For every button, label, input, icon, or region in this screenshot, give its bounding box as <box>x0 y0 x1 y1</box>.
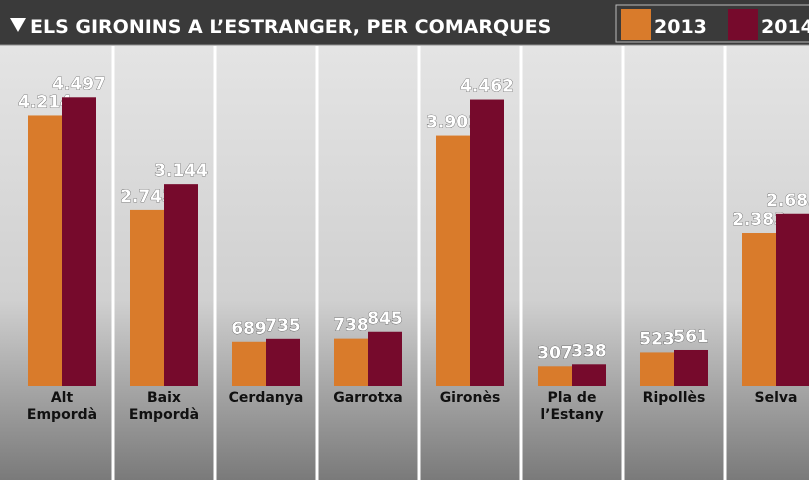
x-tick-label: Selva <box>754 390 798 406</box>
value-label: 2.683 <box>766 191 809 211</box>
value-label: 4.214 <box>18 92 72 112</box>
legend-swatch <box>621 9 651 40</box>
x-tick-label: Alt Empordà <box>26 390 98 423</box>
x-tick-label: Gironès <box>439 390 501 406</box>
x-tick-label: Ripollès <box>642 390 706 406</box>
bar <box>742 233 776 386</box>
bar <box>572 364 606 386</box>
value-label: 2.383 <box>732 210 786 230</box>
value-label: 4.462 <box>460 77 514 97</box>
value-label: 738 <box>333 316 369 336</box>
bar <box>470 99 504 386</box>
bar <box>266 338 300 386</box>
legend-swatch <box>728 9 758 40</box>
chart-title: ELS GIRONINS A L’ESTRANGER, PER COMARQUE… <box>30 16 551 38</box>
value-label: 3.901 <box>426 113 480 133</box>
bar <box>640 352 674 386</box>
bar <box>232 341 266 386</box>
x-tick-label: Cerdanya <box>228 390 304 406</box>
legend-label: 2013 <box>654 16 707 38</box>
title-arrow <box>10 18 26 32</box>
value-label: 307 <box>537 343 573 363</box>
value-label: 845 <box>367 309 403 329</box>
bar <box>368 331 402 386</box>
bar <box>776 213 809 386</box>
value-label: 735 <box>265 316 301 336</box>
value-label: 523 <box>639 329 675 349</box>
bar <box>436 135 470 386</box>
value-label: 4.497 <box>52 74 106 94</box>
value-label: 689 <box>231 319 267 339</box>
bar <box>674 349 708 386</box>
bar <box>164 184 198 386</box>
bar <box>62 97 96 386</box>
bar <box>130 209 164 386</box>
legend-label: 2014 <box>761 16 809 38</box>
value-label: 561 <box>673 327 709 347</box>
x-tick-label: Baix Empordà <box>128 390 200 423</box>
value-label: 338 <box>571 341 607 361</box>
bar <box>334 338 368 386</box>
bar <box>28 115 62 387</box>
value-label: 2.743 <box>120 187 174 207</box>
x-tick-label: Garrotxa <box>333 390 403 406</box>
bar <box>538 366 572 386</box>
legend-box <box>615 4 809 43</box>
x-tick-label: Pla de l’Estany <box>540 390 604 423</box>
value-label: 3.144 <box>154 161 208 181</box>
